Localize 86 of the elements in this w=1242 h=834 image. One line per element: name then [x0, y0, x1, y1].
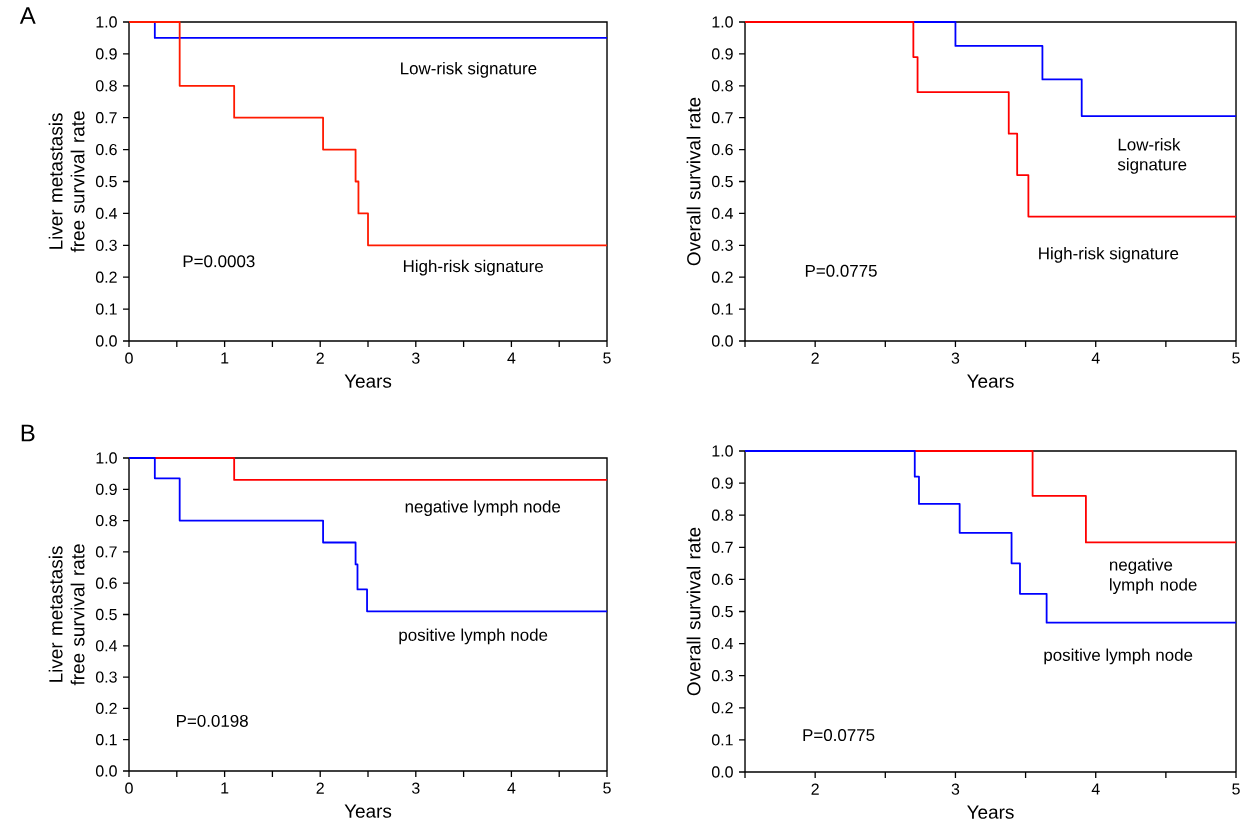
- x-tick-label: 5: [1232, 783, 1240, 795]
- x-tick-label: 0: [125, 352, 133, 364]
- y-tick-label: 0.6: [711, 573, 733, 586]
- x-axis-title: Years: [967, 374, 1014, 388]
- y-axis-title: Overall survival rate: [686, 527, 701, 696]
- text: A: [19, 7, 36, 24]
- x-tick-label: 0: [125, 782, 133, 794]
- x-tick-label: 2: [316, 352, 324, 364]
- series-label: negative lymph node: [405, 500, 561, 516]
- series-label: positive lymph node: [399, 628, 548, 645]
- x-axis-title: Years: [967, 805, 1014, 819]
- y-tick-label: 0.0: [95, 765, 117, 777]
- y-tick-label: 0.1: [711, 734, 733, 746]
- y-tick-label: 0.9: [711, 48, 733, 60]
- x-tick-label: 3: [951, 352, 960, 364]
- y-tick-label: 0.0: [711, 766, 733, 778]
- y-tick-label: 0.6: [711, 143, 733, 156]
- y-tick-label: 0.8: [95, 80, 117, 92]
- y-tick-label: 0.3: [95, 671, 117, 683]
- y-axis-title: Liver metastasis free survival rate: [48, 544, 85, 686]
- x-tick-label: 4: [1091, 783, 1100, 795]
- y-tick-label: 1.0: [96, 452, 117, 464]
- y-tick-label: 0.4: [95, 207, 118, 220]
- y-tick-label: 0.9: [711, 477, 733, 489]
- y-tick-label: 0.8: [711, 509, 733, 521]
- x-tick-label: 5: [603, 352, 611, 364]
- x-tick-label: 3: [411, 352, 420, 364]
- x-tick-label: 1: [221, 352, 229, 364]
- y-axis-title: Overall survival rate: [686, 97, 701, 266]
- x-tick-label: 1: [221, 782, 229, 794]
- y-tick-label: 0.6: [95, 143, 117, 156]
- y-tick-label: 0.6: [95, 577, 117, 589]
- y-tick-label: 0.3: [711, 670, 733, 682]
- x-tick-label: 3: [951, 783, 960, 795]
- annotation: P=0.0003: [183, 255, 255, 268]
- y-tick-label: 0.5: [95, 175, 117, 188]
- y-tick-label: 0.1: [711, 303, 733, 315]
- y-tick-label: 0.2: [711, 702, 733, 714]
- x-tick-label: 5: [1232, 352, 1240, 364]
- x-axis-title: Years: [344, 374, 392, 388]
- x-tick-label: 4: [507, 782, 516, 794]
- y-tick-label: 0.8: [95, 514, 117, 527]
- y-tick-label: 0.2: [95, 271, 117, 283]
- y-tick-label: 0.5: [711, 605, 733, 618]
- y-tick-label: 0.8: [711, 80, 733, 92]
- y-tick-label: 0.3: [711, 239, 733, 251]
- y-tick-label: 1.0: [712, 445, 733, 457]
- y-tick-label: 0.1: [95, 734, 117, 746]
- y-tick-label: 0.7: [711, 112, 733, 124]
- y-tick-label: 0.0: [95, 335, 117, 347]
- x-tick-label: 3: [411, 782, 420, 794]
- y-tick-label: 0.1: [95, 303, 117, 315]
- x-tick-label: 5: [603, 782, 611, 794]
- y-tick-label: 0.9: [95, 483, 117, 495]
- y-tick-label: 0.7: [95, 112, 117, 124]
- y-tick-label: 0.2: [95, 702, 117, 715]
- text: B: [21, 424, 35, 442]
- x-tick-label: 4: [507, 352, 516, 364]
- x-tick-label: 2: [316, 782, 324, 794]
- y-tick-label: 0.7: [711, 541, 733, 553]
- x-axis-title: Years: [344, 804, 392, 818]
- x-tick-label: 4: [1091, 352, 1100, 364]
- y-tick-label: 1.0: [96, 16, 117, 28]
- y-tick-label: 0.9: [95, 48, 117, 60]
- series-label: Low-risk signature: [401, 61, 537, 78]
- y-tick-label: 0.4: [711, 637, 734, 650]
- y-tick-label: 0.3: [95, 239, 117, 251]
- y-tick-label: 0.0: [711, 335, 733, 347]
- series-label: High-risk signature: [403, 259, 543, 276]
- annotation: P=0.0775: [805, 264, 877, 277]
- series-label: negative lymph node: [1110, 558, 1197, 595]
- series-label: High-risk signature: [1039, 246, 1179, 263]
- x-tick-label: 2: [811, 352, 819, 364]
- annotation: P=0.0775: [803, 729, 875, 742]
- y-tick-label: 0.5: [95, 608, 117, 621]
- y-axis-title: Liver metastasis free survival rate: [48, 111, 85, 253]
- y-tick-label: 0.2: [711, 271, 733, 283]
- annotation: P=0.0198: [177, 714, 248, 727]
- y-tick-label: 0.4: [95, 640, 118, 652]
- series-label: positive lymph node: [1044, 648, 1193, 665]
- y-tick-label: 1.0: [712, 16, 733, 28]
- y-tick-label: 0.5: [711, 175, 733, 188]
- y-tick-label: 0.7: [95, 546, 117, 558]
- series-label: Low-risk signature: [1117, 138, 1187, 174]
- x-tick-label: 2: [811, 783, 819, 795]
- y-tick-label: 0.4: [711, 207, 734, 220]
